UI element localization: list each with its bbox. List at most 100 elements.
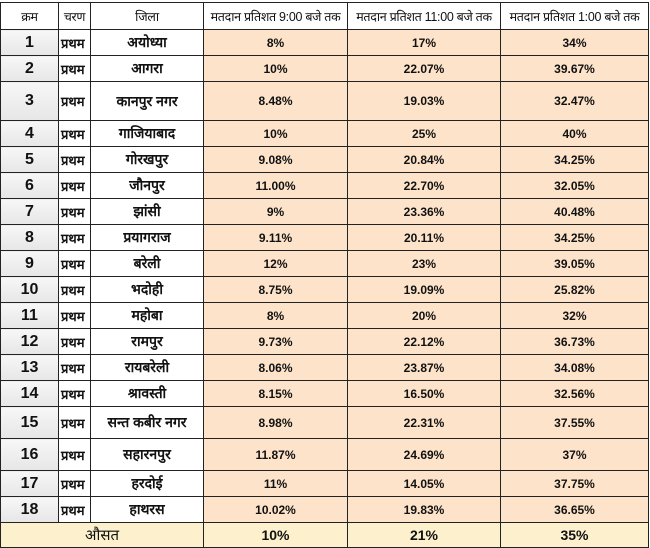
pct-1pm-cell: 34.25% [500, 146, 649, 173]
pct-11am-cell: 23.87% [347, 354, 501, 381]
phase-cell: प्रथम [58, 29, 91, 56]
serial-cell: 9 [0, 250, 59, 277]
pct-9am-cell: 10.02% [203, 496, 348, 523]
phase-cell: प्रथम [58, 172, 91, 199]
pct-11am-cell: 20.84% [347, 146, 501, 173]
pct-11am-cell: 24.69% [347, 438, 501, 471]
pct-1pm-cell: 32.05% [500, 172, 649, 199]
pct-9am-cell: 10% [203, 120, 348, 147]
pct-1pm-cell: 40% [500, 120, 649, 147]
pct-9am-cell: 9.08% [203, 146, 348, 173]
pct-9am-cell: 8.06% [203, 354, 348, 381]
district-cell: प्रयागराज [90, 224, 204, 251]
pct-1pm-cell: 36.65% [500, 496, 649, 523]
table-row: 7 प्रथम झांसी 9% 23.36% 40.48% [0, 198, 649, 225]
phase-cell: प्रथम [58, 276, 91, 303]
pct-9am-cell: 8.15% [203, 380, 348, 407]
serial-cell: 17 [0, 470, 59, 497]
phase-cell: प्रथम [58, 380, 91, 407]
serial-cell: 10 [0, 276, 59, 303]
phase-cell: प्रथम [58, 354, 91, 381]
district-cell: महोबा [90, 302, 204, 329]
serial-cell: 4 [0, 120, 59, 147]
serial-cell: 14 [0, 380, 59, 407]
pct-1pm-cell: 39.67% [500, 55, 649, 82]
table-row: 1 प्रथम अयोध्या 8% 17% 34% [0, 29, 649, 56]
pct-9am-cell: 11.00% [203, 172, 348, 199]
header-phase: चरण [58, 2, 91, 30]
pct-9am-cell: 11.87% [203, 438, 348, 471]
pct-9am-cell: 8% [203, 29, 348, 56]
pct-11am-cell: 22.31% [347, 406, 501, 439]
pct-11am-cell: 22.07% [347, 55, 501, 82]
pct-9am-cell: 10% [203, 55, 348, 82]
district-cell: अयोध्या [90, 29, 204, 56]
pct-11am-cell: 23% [347, 250, 501, 277]
pct-1pm-cell: 37% [500, 438, 649, 471]
pct-1pm-cell: 32.47% [500, 81, 649, 121]
pct-1pm-cell: 40.48% [500, 198, 649, 225]
district-cell: भदोही [90, 276, 204, 303]
pct-9am-cell: 9% [203, 198, 348, 225]
phase-cell: प्रथम [58, 224, 91, 251]
serial-cell: 18 [0, 496, 59, 523]
table-row: 10 प्रथम भदोही 8.75% 19.09% 25.82% [0, 276, 649, 303]
table-row: 13 प्रथम रायबरेली 8.06% 23.87% 34.08% [0, 354, 649, 381]
average-label: औसत [0, 522, 204, 548]
average-9am: 10% [203, 522, 348, 548]
table-row: 4 प्रथम गाजियाबाद 10% 25% 40% [0, 120, 649, 147]
pct-11am-cell: 20.11% [347, 224, 501, 251]
pct-11am-cell: 22.12% [347, 328, 501, 355]
table-row: 15 प्रथम सन्त कबीर नगर 8.98% 22.31% 37.55% [0, 406, 649, 439]
pct-1pm-cell: 32.56% [500, 380, 649, 407]
pct-1pm-cell: 25.82% [500, 276, 649, 303]
pct-1pm-cell: 34% [500, 29, 649, 56]
serial-cell: 2 [0, 55, 59, 82]
header-row: क्रम चरण जिला मतदान प्रतिशत 9:00 बजे तक … [0, 2, 649, 30]
serial-cell: 15 [0, 406, 59, 439]
pct-9am-cell: 9.11% [203, 224, 348, 251]
phase-cell: प्रथम [58, 496, 91, 523]
header-serial: क्रम [0, 2, 59, 30]
average-11am: 21% [347, 522, 501, 548]
table-row: 16 प्रथम सहारनपुर 11.87% 24.69% 37% [0, 438, 649, 471]
district-cell: कानपुर नगर [90, 81, 204, 121]
phase-cell: प्रथम [58, 81, 91, 121]
serial-cell: 5 [0, 146, 59, 173]
phase-cell: प्रथम [58, 406, 91, 439]
table-row: 9 प्रथम बरेली 12% 23% 39.05% [0, 250, 649, 277]
serial-cell: 11 [0, 302, 59, 329]
district-cell: हाथरस [90, 496, 204, 523]
pct-11am-cell: 17% [347, 29, 501, 56]
average-row: औसत 10% 21% 35% [0, 522, 649, 548]
district-cell: सन्त कबीर नगर [90, 406, 204, 439]
pct-9am-cell: 8.48% [203, 81, 348, 121]
pct-9am-cell: 12% [203, 250, 348, 277]
pct-9am-cell: 9.73% [203, 328, 348, 355]
serial-cell: 13 [0, 354, 59, 381]
table-row: 12 प्रथम रामपुर 9.73% 22.12% 36.73% [0, 328, 649, 355]
district-cell: श्रावस्ती [90, 380, 204, 407]
pct-11am-cell: 19.09% [347, 276, 501, 303]
phase-cell: प्रथम [58, 250, 91, 277]
serial-cell: 8 [0, 224, 59, 251]
pct-1pm-cell: 34.25% [500, 224, 649, 251]
phase-cell: प्रथम [58, 55, 91, 82]
pct-11am-cell: 20% [347, 302, 501, 329]
pct-1pm-cell: 36.73% [500, 328, 649, 355]
district-cell: गाजियाबाद [90, 120, 204, 147]
serial-cell: 16 [0, 438, 59, 471]
pct-11am-cell: 25% [347, 120, 501, 147]
district-cell: जौनपुर [90, 172, 204, 199]
pct-11am-cell: 14.05% [347, 470, 501, 497]
phase-cell: प्रथम [58, 328, 91, 355]
pct-9am-cell: 8.75% [203, 276, 348, 303]
table-row: 6 प्रथम जौनपुर 11.00% 22.70% 32.05% [0, 172, 649, 199]
pct-11am-cell: 16.50% [347, 380, 501, 407]
district-cell: बरेली [90, 250, 204, 277]
pct-1pm-cell: 37.75% [500, 470, 649, 497]
pct-9am-cell: 11% [203, 470, 348, 497]
table-row: 14 प्रथम श्रावस्ती 8.15% 16.50% 32.56% [0, 380, 649, 407]
pct-9am-cell: 8% [203, 302, 348, 329]
